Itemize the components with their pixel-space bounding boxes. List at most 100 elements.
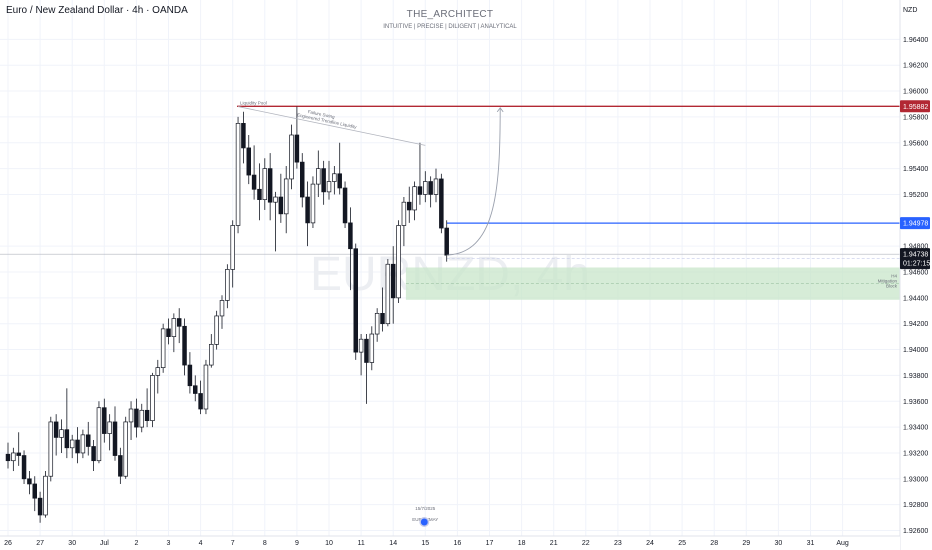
- candle: [407, 186, 412, 223]
- candle-series: [5, 106, 449, 523]
- candle: [423, 171, 428, 203]
- time-tick-label: 26: [4, 540, 12, 547]
- candle-body: [150, 375, 155, 421]
- price-tick-label: 1.92600: [903, 528, 928, 535]
- candle-body: [75, 439, 80, 454]
- candle-body: [305, 196, 310, 224]
- candle-body: [251, 174, 257, 190]
- candle: [219, 295, 225, 329]
- candle: [273, 191, 278, 252]
- candle-body: [112, 421, 118, 456]
- price-tick-label: 1.96200: [903, 63, 928, 70]
- price-tick-label: 1.93800: [903, 373, 928, 380]
- candle: [316, 150, 321, 198]
- candle: [342, 181, 348, 229]
- candle: [337, 142, 342, 195]
- candle-body: [241, 123, 246, 149]
- candle-body: [385, 263, 391, 325]
- zone-label: Block: [886, 283, 898, 288]
- zone-label: H4: [891, 273, 897, 278]
- candle: [32, 476, 37, 512]
- candle-body: [225, 269, 230, 301]
- candle: [37, 491, 43, 523]
- candle: [396, 220, 401, 304]
- candle: [251, 145, 257, 200]
- candle: [155, 359, 161, 394]
- candle: [294, 106, 300, 169]
- candle: [59, 419, 64, 453]
- candle-body: [358, 338, 364, 353]
- candle-body: [134, 408, 139, 428]
- candle-body: [353, 248, 359, 353]
- time-tick-label: 8: [263, 540, 267, 547]
- candle-body: [85, 434, 91, 447]
- time-tick-label: 10: [325, 540, 333, 547]
- candle-body: [32, 483, 37, 499]
- candle-body: [246, 147, 252, 176]
- candle: [225, 264, 230, 309]
- candle: [75, 427, 80, 464]
- candle: [96, 401, 102, 464]
- candle-body: [278, 196, 284, 215]
- candle: [128, 401, 134, 441]
- event-flag-icon: [419, 517, 430, 527]
- arrow-head-icon: [496, 107, 504, 113]
- candle: [321, 160, 326, 205]
- candle-body: [396, 225, 401, 299]
- candle-body: [96, 407, 102, 462]
- candle: [380, 287, 385, 332]
- candle: [401, 197, 407, 247]
- candle-body: [27, 478, 32, 485]
- candle: [102, 398, 107, 443]
- candle-body: [176, 318, 182, 327]
- candle-body: [128, 408, 134, 423]
- liquidity-pool-label: Liquidity Pool: [240, 100, 267, 105]
- engineered-trendline: [237, 106, 426, 146]
- candle: [267, 153, 273, 221]
- time-tick-label: 3: [167, 540, 171, 547]
- candle: [332, 166, 337, 195]
- candle-body: [300, 161, 305, 198]
- candle-body: [80, 434, 86, 454]
- time-tick-label: 2: [134, 540, 138, 547]
- brand-title: THE_ARCHITECT: [406, 9, 494, 20]
- candle: [176, 308, 182, 344]
- price-tick-label: 1.93200: [903, 450, 928, 457]
- event-date: 15/7/2025: [415, 506, 436, 511]
- candle-body: [59, 429, 64, 438]
- candle-body: [444, 227, 449, 256]
- price-tick-label: 1.92800: [903, 502, 928, 509]
- candle: [21, 450, 27, 484]
- time-tick-label: Jul: [100, 540, 109, 547]
- candle: [428, 176, 433, 208]
- candle: [262, 158, 268, 210]
- candle-body: [21, 455, 27, 480]
- time-tick-label: 24: [646, 540, 654, 547]
- candle: [48, 416, 54, 482]
- symbol-title[interactable]: Euro / New Zealand Dollar · 4h · OANDA: [6, 5, 188, 16]
- candle: [241, 111, 246, 164]
- candle: [166, 318, 171, 345]
- time-tick-label: 31: [807, 540, 815, 547]
- countdown-text: 01:27:15: [903, 261, 930, 268]
- candle: [85, 421, 91, 456]
- candle: [144, 388, 150, 428]
- currency-label[interactable]: NZD: [903, 7, 918, 14]
- candle: [235, 116, 241, 234]
- time-axis: 26 27 30 Jul 2 3 4 7 8 9 10 11 14 15 16 17 18 21 22 23 24 25 2…: [0, 535, 900, 550]
- candle-body: [139, 409, 145, 428]
- time-tick-label: 11: [357, 540, 364, 547]
- candle-body: [11, 452, 16, 462]
- price-tick-label: 1.94800: [903, 244, 928, 251]
- candle: [53, 414, 59, 456]
- candle: [310, 176, 316, 229]
- candle: [353, 243, 359, 360]
- candle-body: [342, 187, 348, 224]
- candle-body: [214, 315, 219, 345]
- candle-body: [407, 201, 412, 211]
- candle-body: [262, 168, 268, 200]
- candle: [326, 160, 332, 200]
- time-tick-label: 9: [295, 540, 299, 547]
